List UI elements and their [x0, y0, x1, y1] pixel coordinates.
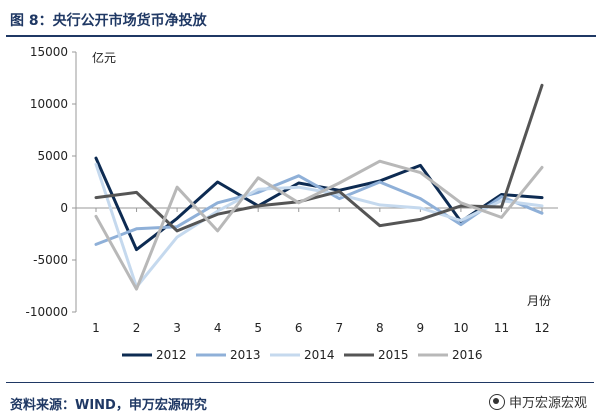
series-line-2013	[94, 174, 544, 246]
x-tick-label: 11	[494, 321, 509, 335]
y-tick-label: 10000	[30, 97, 68, 111]
y-tick-label: -10000	[25, 305, 68, 319]
footer-divider	[6, 382, 594, 383]
legend-label-2012: 2012	[156, 348, 187, 362]
series-line-2016	[94, 159, 544, 291]
x-tick-label: 8	[376, 321, 384, 335]
legend-label-2013: 2013	[230, 348, 261, 362]
series-layer	[94, 83, 544, 291]
x-tick-label: 10	[453, 321, 468, 335]
y-tick-label: 15000	[30, 45, 68, 59]
x-tick-label: 9	[417, 321, 425, 335]
x-tick-label: 6	[295, 321, 303, 335]
x-tick-label: 12	[534, 321, 549, 335]
x-tick-label: 1	[92, 321, 100, 335]
x-tick-label: 3	[173, 321, 181, 335]
legend-label-2015: 2015	[378, 348, 409, 362]
watermark: 申万宏源宏观	[488, 392, 587, 411]
x-tick-label: 7	[335, 321, 343, 335]
y-tick-label: -5000	[33, 253, 68, 267]
figure-header: 图 8：央行公开市场货币净投放	[6, 6, 596, 37]
legend: 2012 2013 2014 2015 2016	[122, 348, 483, 362]
figure-title: 图 8：央行公开市场货币净投放	[10, 13, 207, 29]
wechat-icon	[488, 393, 505, 410]
series-line-2014	[94, 162, 544, 289]
legend-label-2014: 2014	[304, 348, 335, 362]
series-line-2012	[94, 156, 544, 252]
watermark-text: 申万宏源宏观	[508, 396, 587, 411]
y-tick-label: 5000	[37, 149, 68, 163]
x-axis-label: 月份	[527, 294, 551, 308]
x-tick-label: 4	[214, 321, 222, 335]
y-axis-label: 亿元	[92, 50, 116, 65]
x-tick-label: 5	[254, 321, 262, 335]
source-note: 资料来源：WIND，申万宏源研究	[10, 398, 207, 413]
legend-label-2016: 2016	[452, 348, 483, 362]
x-tick-label: 2	[133, 321, 141, 335]
y-tick-label: 0	[60, 201, 68, 215]
title-divider	[6, 35, 596, 37]
